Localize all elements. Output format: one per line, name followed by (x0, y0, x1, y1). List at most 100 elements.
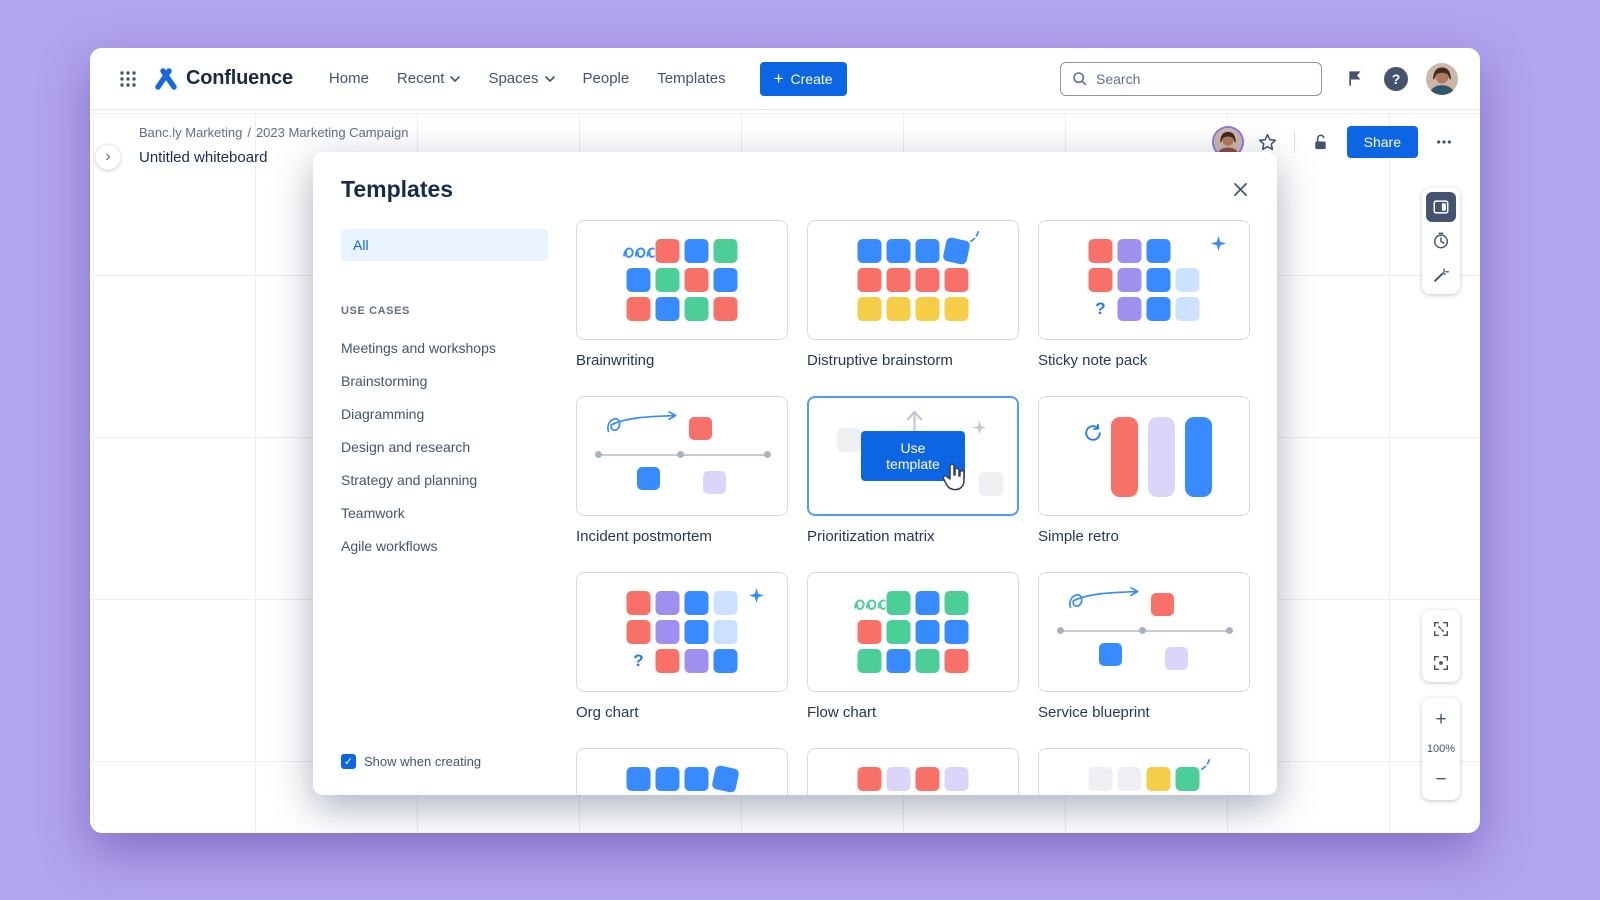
sticky-note-square (915, 649, 940, 673)
panel-rail (1422, 188, 1460, 294)
template-name: Flow chart (807, 704, 877, 721)
sticky-note-square (684, 620, 709, 644)
zoom-in-button[interactable]: + (1426, 704, 1456, 734)
template-card[interactable] (1038, 748, 1250, 795)
use-case-item[interactable]: Meetings and workshops (341, 339, 496, 356)
question-mark-decor: ? (633, 651, 644, 670)
top-nav: Confluence Home Recent Spaces People Tem… (90, 48, 1480, 110)
use-case-item[interactable]: Agile workflows (341, 537, 438, 554)
help-button[interactable]: ? (1378, 61, 1414, 97)
breadcrumb-space[interactable]: Banc.ly Marketing (139, 125, 243, 140)
sticky-note-square (655, 620, 680, 644)
sparkle-decor (748, 587, 765, 604)
sticky-note-square (944, 297, 969, 321)
template-thumbnail (807, 220, 1019, 340)
collaborator-avatar[interactable] (1213, 128, 1242, 156)
template-card[interactable]: ? Sticky note pack (1038, 220, 1250, 369)
use-case-item[interactable]: Brainstorming (341, 372, 428, 389)
apps-grid-button[interactable] (110, 61, 146, 97)
feedback-flag-button[interactable] (1336, 61, 1372, 97)
template-card[interactable]: ? Org chart (576, 572, 788, 721)
sticky-note-square (915, 297, 940, 321)
template-thumbnail: ? (576, 572, 788, 692)
timer-button[interactable] (1426, 226, 1456, 256)
modal-header: Templates (313, 152, 1277, 210)
templates-panel-icon (1432, 198, 1450, 216)
sticky-note-square (1088, 767, 1113, 791)
zoom-out-button[interactable]: − (1426, 764, 1456, 794)
scribble-decor (854, 591, 886, 615)
template-name: Org chart (576, 704, 639, 721)
use-case-item[interactable]: Design and research (341, 438, 471, 455)
template-card[interactable]: Simple retro (1038, 396, 1250, 545)
template-card[interactable]: Use template Prioritization matrix (807, 396, 1019, 545)
template-card[interactable] (576, 748, 788, 795)
template-name: Incident postmortem (576, 528, 712, 545)
sticky-note-square (886, 591, 911, 615)
more-button[interactable] (1432, 130, 1456, 154)
confluence-window: Confluence Home Recent Spaces People Tem… (90, 48, 1480, 833)
template-card[interactable]: Distruptive brainstorm (807, 220, 1019, 369)
primary-nav: Home Recent Spaces People Templates (329, 70, 726, 87)
confluence-logo-icon (154, 67, 178, 90)
modal-sidebar: All USE CASES Meetings and workshops Brai… (341, 210, 576, 795)
use-case-item[interactable]: Teamwork (341, 504, 405, 521)
sparkle-decor (1210, 235, 1227, 252)
confluence-brand[interactable]: Confluence (154, 67, 293, 90)
nav-recent[interactable]: Recent (397, 70, 461, 87)
filter-all[interactable]: All (341, 229, 548, 261)
fit-screen-button[interactable] (1426, 614, 1456, 644)
template-card[interactable]: Incident postmortem (576, 396, 788, 545)
template-card[interactable]: Service blueprint (1038, 572, 1250, 721)
zoom-out-icon: − (1435, 768, 1447, 790)
sticky-note-square (684, 649, 709, 673)
sticky-note-square (655, 268, 680, 292)
sticky-note-square (655, 297, 680, 321)
sticky-note-square (942, 236, 971, 266)
template-name: Service blueprint (1038, 704, 1150, 721)
sticky-note-square (713, 649, 738, 673)
star-button[interactable] (1256, 130, 1280, 154)
sticky-note-square (684, 767, 709, 791)
template-thumbnail: Use template (807, 396, 1019, 516)
laser-button[interactable] (1426, 260, 1456, 290)
expand-sidebar-button[interactable]: › (95, 144, 121, 170)
nav-home[interactable]: Home (329, 70, 369, 87)
nav-templates[interactable]: Templates (657, 70, 725, 87)
close-icon (1233, 182, 1248, 197)
close-button[interactable] (1223, 172, 1257, 206)
profile-button[interactable] (1424, 61, 1460, 97)
sticky-note-square (886, 268, 911, 292)
checkbox-checked[interactable]: ✓ (341, 754, 356, 769)
breadcrumb-page[interactable]: 2023 Marketing Campaign (255, 125, 409, 140)
use-case-item[interactable]: Strategy and planning (341, 471, 478, 488)
template-card[interactable]: Flow chart (807, 572, 1019, 721)
show-when-creating-label: Show when creating (364, 754, 482, 769)
template-card[interactable]: Brainwriting (576, 220, 788, 369)
sticky-note-square (1175, 268, 1200, 292)
create-button[interactable]: + Create (759, 61, 847, 96)
use-case-item[interactable]: Diagramming (341, 405, 425, 422)
chevron-down-icon (450, 75, 461, 82)
search-box[interactable] (1060, 61, 1322, 96)
share-button[interactable]: Share (1346, 126, 1418, 158)
nav-people[interactable]: People (583, 70, 630, 87)
sticky-note-square (713, 239, 738, 263)
sticky-note-square (886, 239, 911, 263)
sticky-note-square (1146, 239, 1171, 263)
sticky-note-square (626, 268, 651, 292)
template-card[interactable] (807, 748, 1019, 795)
nav-spaces[interactable]: Spaces (488, 70, 555, 87)
nav-label: Templates (657, 70, 726, 87)
sticky-note-square (713, 297, 738, 321)
sticky-note-square (857, 268, 882, 292)
templates-panel-button[interactable] (1426, 192, 1456, 222)
use-template-button[interactable]: Use template (861, 431, 965, 481)
more-icon (1435, 133, 1453, 151)
sticky-note-square (1146, 297, 1171, 321)
search-input[interactable] (1096, 70, 1311, 87)
show-when-creating[interactable]: ✓ Show when creating (341, 754, 481, 769)
focus-button[interactable] (1426, 648, 1456, 678)
unlock-button[interactable] (1309, 130, 1333, 154)
board-title[interactable]: Untitled whiteboard (139, 149, 268, 166)
